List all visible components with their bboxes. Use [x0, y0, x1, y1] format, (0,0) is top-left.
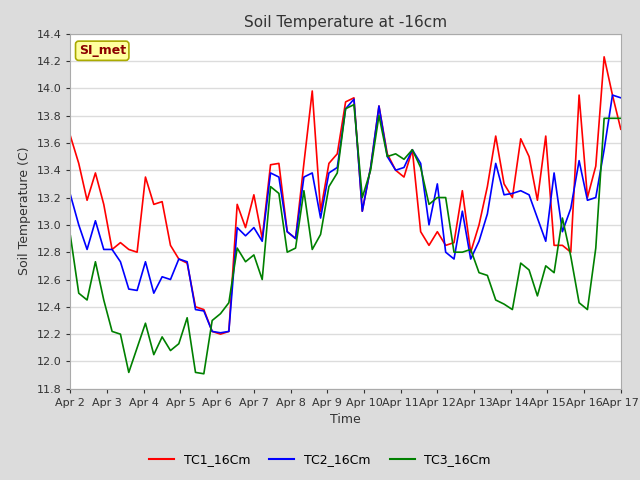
Line: TC1_16Cm: TC1_16Cm — [70, 57, 621, 334]
TC3_16Cm — [617, 115, 625, 121]
Line: TC3_16Cm: TC3_16Cm — [70, 105, 621, 374]
TC3_16Cm — [350, 102, 358, 108]
TC2_16Cm — [217, 330, 225, 336]
TC1_16Cm — [600, 54, 608, 60]
TC2_16Cm — [575, 158, 583, 164]
TC1_16Cm — [575, 92, 583, 98]
TC3_16Cm — [133, 345, 141, 351]
TC1_16Cm — [133, 249, 141, 255]
TC2_16Cm — [492, 160, 500, 166]
TC3_16Cm — [584, 307, 591, 312]
TC1_16Cm — [492, 133, 500, 139]
TC3_16Cm — [108, 328, 116, 334]
TC3_16Cm — [300, 188, 308, 193]
TC2_16Cm — [108, 247, 116, 252]
X-axis label: Time: Time — [330, 413, 361, 426]
TC1_16Cm — [617, 126, 625, 132]
Line: TC2_16Cm: TC2_16Cm — [70, 95, 621, 333]
TC1_16Cm — [67, 133, 74, 139]
TC1_16Cm — [108, 247, 116, 252]
TC2_16Cm — [300, 174, 308, 180]
TC3_16Cm — [500, 301, 508, 307]
TC2_16Cm — [133, 288, 141, 293]
TC3_16Cm — [200, 371, 207, 377]
Y-axis label: Soil Temperature (C): Soil Temperature (C) — [18, 147, 31, 276]
Title: Soil Temperature at -16cm: Soil Temperature at -16cm — [244, 15, 447, 30]
TC1_16Cm — [300, 160, 308, 166]
TC2_16Cm — [325, 170, 333, 176]
TC2_16Cm — [617, 95, 625, 101]
TC1_16Cm — [217, 331, 225, 337]
TC2_16Cm — [609, 92, 616, 98]
Legend: TC1_16Cm, TC2_16Cm, TC3_16Cm: TC1_16Cm, TC2_16Cm, TC3_16Cm — [144, 448, 496, 471]
TC2_16Cm — [67, 192, 74, 198]
TC3_16Cm — [67, 233, 74, 239]
TC3_16Cm — [325, 184, 333, 190]
TC1_16Cm — [325, 160, 333, 166]
Text: SI_met: SI_met — [79, 44, 126, 57]
